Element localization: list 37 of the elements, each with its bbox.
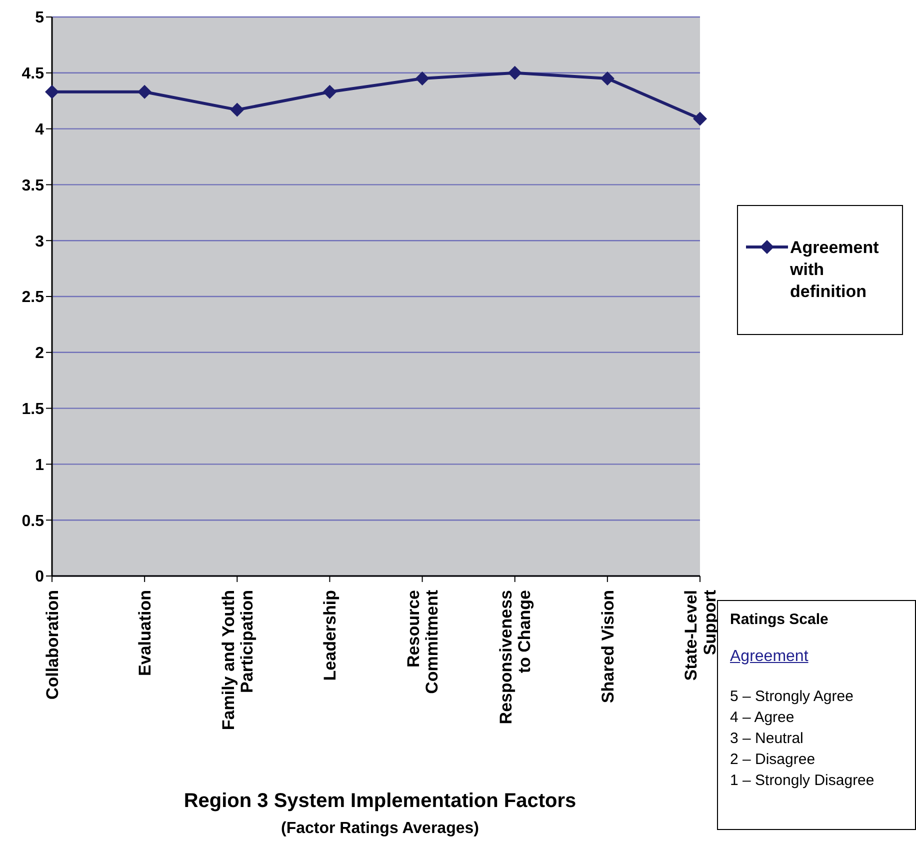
y-tick-label: 4 <box>35 121 44 138</box>
text: Agreement <box>730 648 810 666</box>
x-tick-label: Family and Youth Participation <box>218 590 256 730</box>
text: 3 – Neutral <box>730 729 804 749</box>
x-tick-label: Collaboration <box>42 590 62 700</box>
text: 1 – Strongly Disagree <box>730 771 876 791</box>
y-tick-label: 5 <box>35 10 44 27</box>
y-tick-label: 1.5 <box>22 400 44 418</box>
x-tick-label: Evaluation <box>136 590 155 676</box>
point <box>138 84 152 99</box>
x-tick-label: State-Level Support <box>682 590 720 681</box>
x-tick-label: Resource Commitment <box>404 590 442 694</box>
legend-label: Agreement with definition <box>790 237 880 303</box>
y-tick-label: 3 <box>35 233 44 250</box>
text: 2 – Disagree <box>730 750 816 770</box>
y-tick-label: 3.5 <box>22 177 44 194</box>
point <box>322 84 337 99</box>
point <box>600 71 614 86</box>
text: Ratings Scale <box>730 611 830 628</box>
point <box>693 112 707 126</box>
point <box>230 102 244 117</box>
x-tick-label: Shared Vision <box>598 590 618 704</box>
x-axis-title: Region 3 System Implementation Factors <box>182 790 578 813</box>
y-tick-label: 0 <box>35 568 44 586</box>
point <box>45 84 59 99</box>
text: 5 – Strongly Agree <box>730 687 854 707</box>
x-tick-label: Responsiveness to Change <box>496 590 534 724</box>
y-tick-label: 4.5 <box>22 66 44 83</box>
x-tick-label: Leadership <box>320 590 340 681</box>
point <box>415 71 430 86</box>
y-tick-label: 1 <box>35 456 44 474</box>
y-tick-label: 2 <box>35 345 44 362</box>
text: 4 – Agree <box>730 708 796 728</box>
text: (Factor Ratings Averages) <box>280 820 480 838</box>
y-tick-label: 0.5 <box>22 512 44 530</box>
point <box>508 66 522 80</box>
y-tick-label: 2.5 <box>22 289 44 306</box>
